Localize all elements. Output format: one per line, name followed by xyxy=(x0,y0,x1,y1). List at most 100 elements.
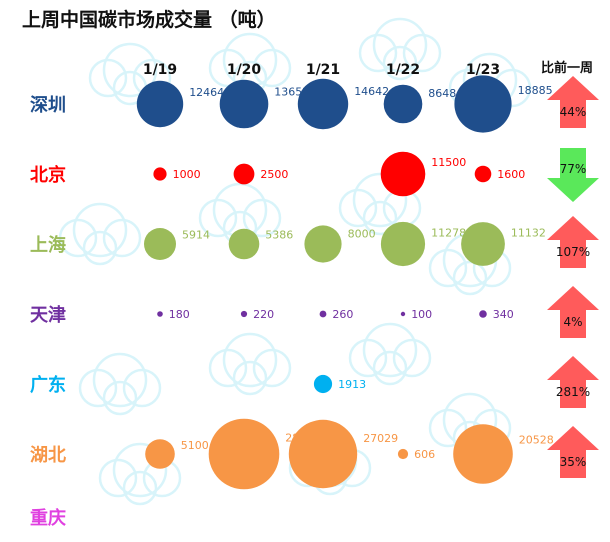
volume-bubble xyxy=(453,424,513,484)
volume-bubble xyxy=(380,221,426,267)
volume-label: 20528 xyxy=(519,434,554,447)
city-label: 天津 xyxy=(30,304,66,326)
volume-label: 11132 xyxy=(511,226,546,239)
date-header: 1/23 xyxy=(466,62,500,78)
volume-label: 340 xyxy=(493,308,514,321)
watermark-cloud xyxy=(428,408,468,448)
volume-label: 5914 xyxy=(182,228,210,241)
date-header: 1/22 xyxy=(386,62,420,78)
volume-label: 18885 xyxy=(518,84,553,97)
watermark-cloud xyxy=(222,332,278,388)
volume-bubble xyxy=(228,228,260,260)
watermark-cloud xyxy=(212,182,268,238)
watermark-cloud xyxy=(382,45,418,81)
volume-bubble xyxy=(144,228,176,260)
volume-bubble xyxy=(153,167,167,181)
row-4: 广东 1913 281% xyxy=(30,356,599,408)
volume-bubble xyxy=(145,439,175,469)
row-1: 北京 1000 2500 11500 1600 77% xyxy=(30,148,599,202)
volume-bubble xyxy=(288,419,358,489)
row-2: 上海 5914 5386 8000 11278 11132 107% xyxy=(30,216,599,268)
change-percent: 35% xyxy=(560,455,587,469)
volume-bubble xyxy=(304,225,342,263)
watermark-cloud xyxy=(348,338,388,378)
row-5: 湖北510028819270296062052835% xyxy=(30,418,599,490)
watermark-cloud xyxy=(112,442,168,498)
volume-bubble xyxy=(157,311,163,317)
volume-bubble xyxy=(383,84,423,124)
watermark-cloud xyxy=(338,188,378,228)
watermark-cloud xyxy=(122,368,162,408)
change-percent: 77% xyxy=(560,162,587,176)
watermark-cloud xyxy=(198,198,238,238)
volume-bubble xyxy=(319,310,327,318)
arrow-up-icon xyxy=(547,216,599,268)
volume-bubble xyxy=(219,79,269,129)
arrow-up-icon xyxy=(547,76,599,128)
volume-bubble xyxy=(297,78,349,130)
watermark-cloud xyxy=(372,17,428,73)
volume-label: 2500 xyxy=(260,168,288,181)
volume-bubble xyxy=(313,374,333,394)
watermark-cloud xyxy=(102,42,158,98)
row-3: 天津 180 220 260 100 340 4% xyxy=(30,286,599,338)
volume-label: 27029 xyxy=(363,432,398,445)
volume-label: 8648 xyxy=(428,87,456,100)
watermark-cloud xyxy=(72,202,128,258)
watermark-cloud xyxy=(362,200,398,236)
volume-bubble xyxy=(454,75,512,133)
volume-label: 1000 xyxy=(173,168,201,181)
watermark-cloud xyxy=(78,368,118,408)
volume-label: 260 xyxy=(332,308,353,321)
watermark-cloud xyxy=(402,33,442,73)
change-percent: 281% xyxy=(556,385,590,399)
watermark-cloud xyxy=(352,172,408,228)
volume-label: 1913 xyxy=(338,378,366,391)
watermark-cloud xyxy=(208,348,248,388)
date-headers: 1/19 1/20 1/21 1/22 1/23 xyxy=(143,62,500,78)
watermark-cloud xyxy=(102,380,138,416)
watermark-cloud xyxy=(452,260,488,296)
volume-label: 11500 xyxy=(431,156,466,169)
city-label: 湖北 xyxy=(30,445,66,466)
watermark-cloud xyxy=(252,48,292,88)
city-label: 北京 xyxy=(30,164,66,186)
chart-title: 上周中国碳市场成交量 （吨） xyxy=(22,8,276,31)
change-percent: 107% xyxy=(556,245,590,259)
watermark-cloud xyxy=(102,218,142,258)
watermark-cloud xyxy=(98,458,138,498)
volume-bubble xyxy=(397,448,409,460)
watermark-cloud xyxy=(82,230,118,266)
watermark-cloud xyxy=(122,470,158,506)
watermark-cloud xyxy=(392,338,432,378)
volume-bubble xyxy=(380,151,426,197)
volume-label: 11278 xyxy=(431,226,466,239)
volume-bubble xyxy=(208,418,280,490)
arrow-up-icon xyxy=(547,286,599,338)
watermark-cloud xyxy=(92,352,148,408)
volume-bubble xyxy=(479,310,487,318)
watermark-cloud xyxy=(242,198,282,238)
change-percent: 44% xyxy=(560,105,587,119)
watermark-cloud xyxy=(252,348,292,388)
date-header: 1/21 xyxy=(306,62,340,78)
volume-label: 220 xyxy=(253,308,274,321)
week-over-week-header: 比前一周 xyxy=(541,60,593,76)
volume-label: 8000 xyxy=(348,227,376,240)
volume-label: 12464 xyxy=(189,86,224,99)
date-header: 1/20 xyxy=(227,62,262,78)
volume-label: 1600 xyxy=(497,168,525,181)
watermark-cloud xyxy=(58,218,98,258)
watermark-cloud xyxy=(428,248,468,288)
volume-label: 5386 xyxy=(265,229,293,242)
volume-bubble xyxy=(233,163,255,185)
watermark-cloud xyxy=(88,58,128,98)
volume-bubble xyxy=(136,80,184,128)
watermark-cloud xyxy=(232,360,268,396)
city-label: 重庆 xyxy=(30,507,66,529)
watermark-cloud xyxy=(372,350,408,386)
volume-label: 180 xyxy=(169,308,190,321)
